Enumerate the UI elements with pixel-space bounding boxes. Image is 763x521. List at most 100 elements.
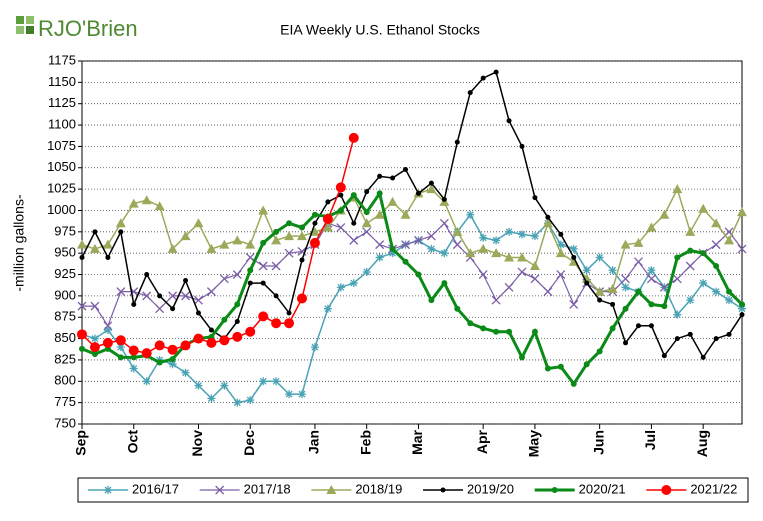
marker — [219, 239, 230, 249]
marker — [647, 266, 656, 275]
marker — [117, 354, 124, 361]
marker — [569, 299, 579, 309]
marker — [337, 207, 344, 214]
marker — [556, 240, 565, 249]
marker — [130, 354, 137, 361]
marker — [466, 210, 475, 219]
marker — [312, 220, 318, 226]
marker — [737, 244, 747, 254]
marker — [582, 266, 591, 275]
marker — [377, 173, 383, 179]
legend-label: 2018/19 — [355, 481, 402, 496]
chart-title: EIA Weekly U.S. Ethanol Stocks — [280, 22, 480, 38]
marker — [428, 180, 434, 186]
series-line — [81, 137, 355, 354]
series-line — [81, 187, 743, 293]
marker — [414, 235, 423, 245]
marker — [362, 227, 372, 237]
marker — [273, 293, 279, 299]
marker — [206, 287, 216, 297]
marker — [726, 288, 733, 295]
marker — [77, 329, 87, 340]
marker — [309, 237, 320, 248]
marker — [207, 394, 216, 403]
marker — [271, 318, 282, 329]
marker — [215, 485, 225, 495]
marker — [118, 229, 124, 235]
marker — [530, 232, 539, 241]
marker — [103, 326, 112, 335]
marker — [712, 287, 721, 296]
marker — [711, 240, 721, 250]
x-tick-label: Oct — [124, 430, 140, 454]
x-tick-label: Mar — [409, 429, 425, 454]
marker — [506, 328, 513, 335]
marker — [234, 301, 241, 308]
marker — [646, 274, 656, 284]
marker — [452, 226, 463, 236]
x-tick-label: Jan — [306, 430, 322, 454]
marker — [542, 218, 553, 228]
x-tick-label: Sep — [73, 430, 89, 456]
marker — [595, 253, 604, 262]
marker — [390, 175, 396, 181]
marker — [571, 254, 577, 260]
marker — [491, 295, 501, 305]
marker — [89, 342, 100, 353]
marker — [646, 222, 657, 232]
marker — [659, 209, 670, 219]
y-tick-label: 875 — [54, 309, 76, 324]
marker — [700, 250, 707, 257]
marker — [609, 325, 616, 332]
marker — [465, 248, 476, 258]
y-tick-label: 1050 — [47, 159, 76, 174]
marker — [519, 354, 525, 361]
marker — [493, 69, 499, 75]
x-tick-label: Aug — [694, 430, 710, 457]
y-tick-label: 1000 — [47, 202, 76, 217]
marker — [374, 209, 385, 219]
marker — [208, 327, 214, 333]
marker — [634, 257, 643, 267]
marker — [247, 280, 253, 286]
marker — [441, 280, 448, 287]
marker — [193, 218, 204, 228]
marker — [403, 166, 409, 172]
marker — [530, 274, 540, 284]
y-axis-label: -million gallons- — [11, 194, 27, 292]
marker — [441, 196, 447, 202]
marker — [157, 293, 163, 299]
marker — [661, 485, 672, 495]
marker — [672, 274, 682, 284]
marker — [206, 337, 217, 348]
marker — [581, 273, 592, 283]
marker — [169, 356, 176, 363]
y-tick-label: 1175 — [48, 52, 76, 67]
legend — [77, 477, 749, 503]
marker — [142, 377, 151, 386]
marker — [91, 350, 98, 357]
marker — [336, 283, 345, 292]
y-tick-label: 775 — [54, 394, 76, 409]
x-tick-label: Nov — [189, 430, 205, 457]
marker — [168, 291, 178, 301]
marker — [556, 270, 566, 279]
x-tick-label: Feb — [357, 430, 373, 455]
marker — [350, 192, 357, 199]
marker — [583, 361, 590, 368]
marker — [220, 381, 229, 390]
marker — [737, 207, 747, 217]
marker — [351, 220, 357, 226]
marker — [454, 139, 460, 145]
marker — [272, 377, 281, 386]
marker — [260, 239, 267, 246]
marker — [349, 279, 358, 288]
marker — [504, 282, 514, 292]
marker — [154, 201, 165, 211]
marker — [144, 272, 150, 278]
marker — [141, 195, 152, 205]
marker — [673, 310, 682, 319]
marker — [273, 228, 280, 235]
legend-label: 2017/18 — [244, 481, 291, 496]
